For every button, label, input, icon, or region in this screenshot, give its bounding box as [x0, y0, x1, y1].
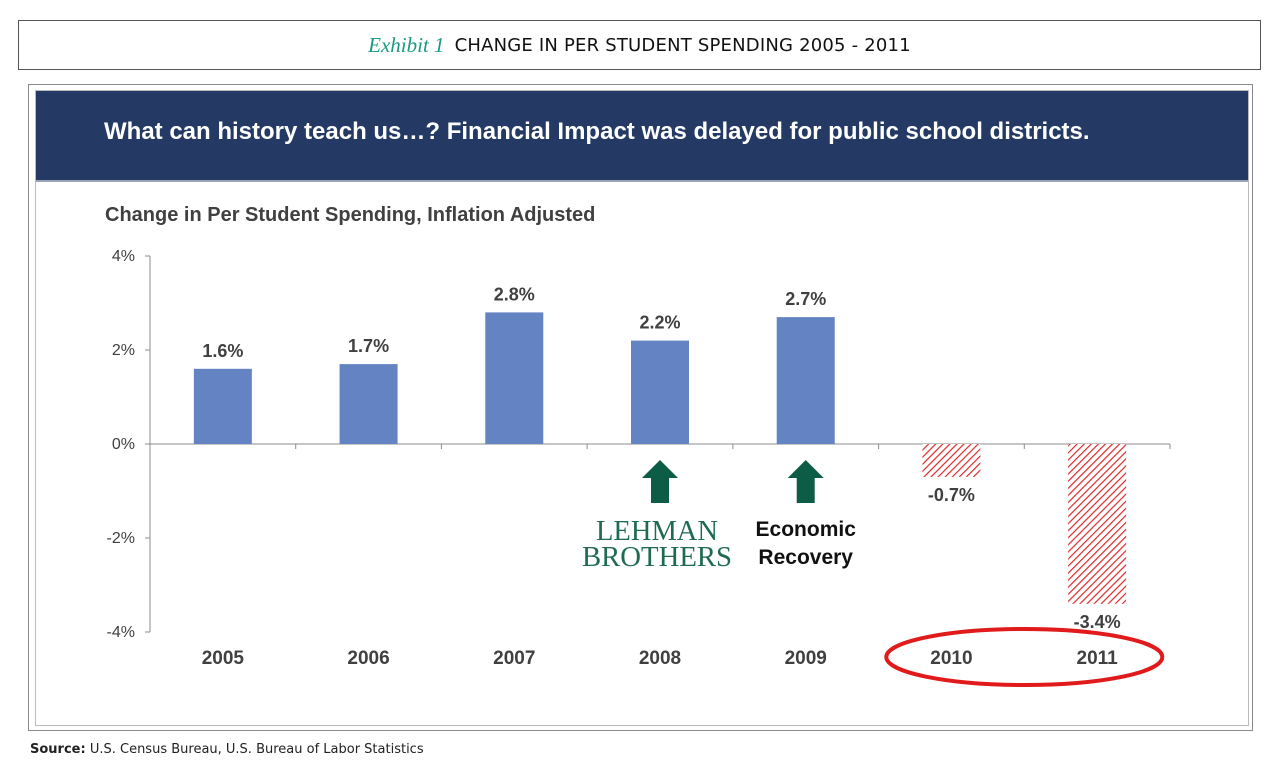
x-tick-label: 2005 [202, 648, 245, 669]
slide-inner-frame [35, 90, 1249, 726]
bar [339, 364, 398, 444]
banner-text: What can history teach us…? Financial Im… [104, 118, 1090, 145]
exhibit-title: CHANGE IN PER STUDENT SPENDING 2005 - 20… [454, 34, 911, 56]
logo-text: BROTHERS [582, 542, 732, 573]
logo-text: LEHMAN [596, 516, 718, 547]
annotation-2008 [642, 460, 678, 503]
x-tick-label: 2007 [493, 648, 535, 669]
annotation-text: Economic [756, 518, 857, 541]
x-tick-label: 2006 [347, 648, 389, 669]
exhibit-header: Exhibit 1 CHANGE IN PER STUDENT SPENDING… [18, 20, 1261, 70]
chart-labels: 1.6% 2005 1.7% 2006 2.8% 2007 2.2% 2008 2.7% 2009… [202, 284, 1121, 669]
bar [193, 368, 252, 444]
chart-axes: 4% 2% 0% -2% -4% [107, 248, 1171, 641]
bar-negative [922, 444, 981, 477]
data-label: 2.7% [785, 289, 826, 309]
slide-frame [28, 84, 1253, 731]
up-arrow-icon [787, 460, 824, 503]
bar-negative [1068, 444, 1127, 604]
chart-title: Change in Per Student Spending, Inflatio… [105, 204, 595, 226]
y-tick-label: 2% [112, 342, 135, 359]
x-tick-label: 2010 [930, 648, 972, 669]
exhibit-label: Exhibit 1 [368, 32, 445, 57]
chart-bars [193, 312, 1127, 604]
slide-banner: What can history teach us…? Financial Im… [36, 91, 1248, 182]
data-label: -0.7% [928, 485, 975, 505]
x-tick-label: 2009 [785, 648, 827, 669]
source-label: Source: [30, 742, 86, 757]
data-label: 1.7% [348, 336, 389, 356]
data-label: 2.8% [494, 284, 535, 304]
y-tick-label: 4% [112, 248, 135, 265]
data-label: 2.2% [639, 313, 680, 333]
data-label: 1.6% [202, 341, 243, 361]
up-arrow-icon [642, 460, 678, 503]
source-note: Source: U.S. Census Bureau, U.S. Bureau … [30, 742, 424, 757]
annotation-2009 [787, 460, 824, 503]
bar [631, 340, 689, 444]
annotation-text: Recovery [758, 546, 853, 569]
bar [776, 317, 835, 444]
y-tick-label: -2% [107, 530, 135, 547]
highlight-ellipse [884, 627, 1165, 687]
x-tick-label: 2008 [639, 648, 681, 669]
bar [485, 312, 544, 444]
x-tick-label: 2011 [1077, 648, 1119, 669]
source-text: U.S. Census Bureau, U.S. Bureau of Labor… [89, 742, 424, 757]
data-label: -3.4% [1074, 612, 1121, 632]
y-tick-label: 0% [112, 436, 135, 453]
y-tick-label: -4% [107, 624, 135, 641]
